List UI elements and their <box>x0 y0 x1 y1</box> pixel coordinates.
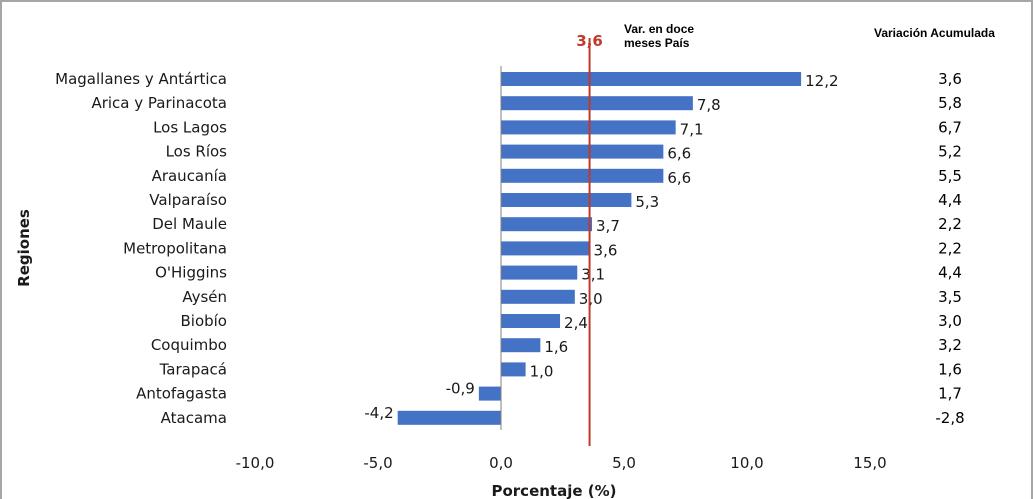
accumulated-value: 3,0 <box>938 312 962 330</box>
category-label: O'Higgins <box>155 264 227 282</box>
value-label: 3,1 <box>581 266 605 284</box>
category-label: Los Lagos <box>153 118 227 136</box>
bar <box>501 362 526 377</box>
value-label: 3,6 <box>594 241 618 259</box>
x-tick-label: -5,0 <box>363 454 392 472</box>
accumulated-value: 3,2 <box>938 336 962 354</box>
accumulated-value: 2,2 <box>938 215 962 233</box>
category-label: Antofagasta <box>136 385 227 403</box>
value-label: 5,3 <box>635 193 659 211</box>
bar <box>478 386 501 401</box>
reference-caption-line2: meses País <box>624 36 690 50</box>
accumulated-value: 5,2 <box>938 143 962 161</box>
accumulated-value: 2,2 <box>938 239 962 257</box>
x-tick-label: 15,0 <box>853 454 886 472</box>
bar <box>501 338 541 353</box>
value-label: 2,4 <box>564 314 588 332</box>
category-label: Biobío <box>180 312 227 330</box>
x-tick-label: -10,0 <box>236 454 275 472</box>
bar <box>501 314 561 328</box>
bar <box>501 289 575 304</box>
value-label: -0,9 <box>446 380 475 398</box>
accumulated-value: 3,6 <box>938 70 962 88</box>
value-label: 3,0 <box>579 290 603 308</box>
category-label: Arica y Parinacota <box>91 94 227 112</box>
value-label: 12,2 <box>805 72 838 90</box>
category-label: Del Maule <box>152 215 227 233</box>
value-label: 7,8 <box>697 96 721 114</box>
bar <box>397 410 501 425</box>
side-column-title: Variación Acumulada <box>874 26 995 40</box>
value-label: 7,1 <box>680 120 704 138</box>
category-label: Aysén <box>182 288 227 306</box>
accumulated-value: 5,8 <box>938 94 962 112</box>
accumulated-value: 5,5 <box>938 167 962 185</box>
bar <box>501 168 664 183</box>
category-label: Los Ríos <box>166 143 228 161</box>
value-label: 1,6 <box>544 338 568 356</box>
accumulated-value: -2,8 <box>935 409 964 427</box>
accumulated-value: 3,5 <box>938 288 962 306</box>
bar <box>501 120 676 135</box>
value-label: 6,6 <box>667 145 691 163</box>
x-tick-label: 10,0 <box>730 454 763 472</box>
category-label: Tarapacá <box>159 360 227 378</box>
value-label: 3,7 <box>596 217 620 235</box>
category-label: Atacama <box>161 409 227 427</box>
y-axis-label: Regiones <box>15 209 33 287</box>
bar <box>501 217 593 232</box>
category-label: Coquimbo <box>151 336 227 354</box>
bar <box>501 265 578 280</box>
accumulated-value: 1,6 <box>938 360 962 378</box>
bar <box>501 144 664 159</box>
value-label: 6,6 <box>667 169 691 187</box>
reference-value-label: 3,6 <box>576 32 603 50</box>
bar <box>501 96 693 111</box>
x-tick-label: 0,0 <box>489 454 513 472</box>
category-label: Valparaíso <box>149 191 227 209</box>
value-label: -4,2 <box>364 404 393 422</box>
bar <box>501 241 590 256</box>
value-label: 1,0 <box>530 362 554 380</box>
bar <box>501 72 802 86</box>
category-label: Araucanía <box>152 167 227 185</box>
accumulated-value: 6,7 <box>938 118 962 136</box>
category-label: Magallanes y Antártica <box>55 70 227 88</box>
accumulated-value: 4,4 <box>938 264 962 282</box>
accumulated-value: 1,7 <box>938 385 962 403</box>
accumulated-value: 4,4 <box>938 191 962 209</box>
bar <box>501 193 632 207</box>
reference-caption-line1: Var. en doce <box>624 22 694 36</box>
x-axis-label: Porcentaje (%) <box>491 482 616 499</box>
x-tick-label: 5,0 <box>612 454 636 472</box>
category-label: Metropolitana <box>123 239 227 257</box>
